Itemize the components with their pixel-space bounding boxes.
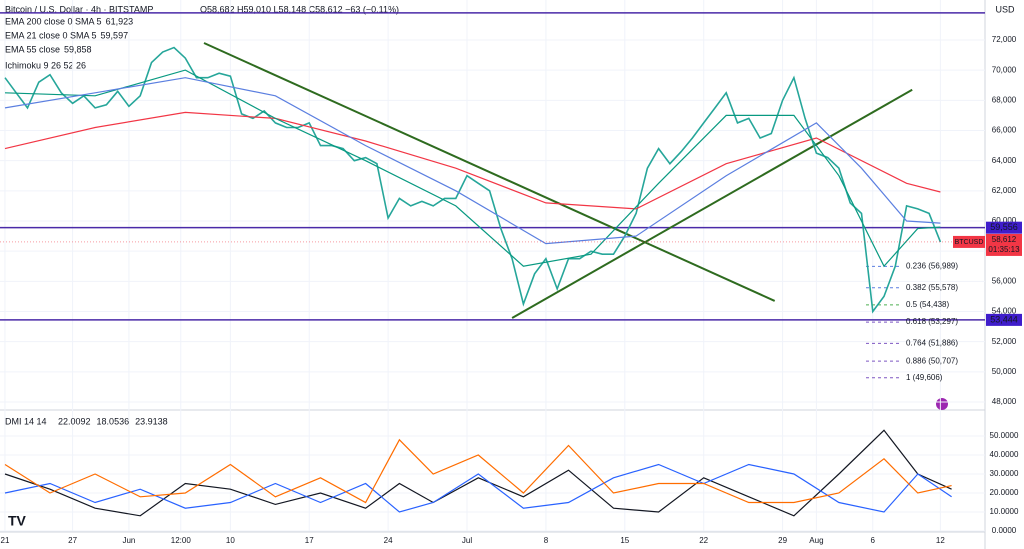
y-tick-label: 0.0000 [992, 526, 1017, 535]
level-label: 59,556 [990, 222, 1018, 232]
series-line [4, 463, 952, 513]
legend-value: 23.9138 [135, 416, 168, 426]
logo: TV [8, 513, 27, 529]
x-tick-label: 12 [936, 536, 945, 545]
y-tick-label: 50,000 [992, 367, 1017, 376]
y-tick-label: 62,000 [992, 186, 1017, 195]
legend-value: 59,858 [64, 44, 92, 54]
y-tick-label: 20.0000 [990, 488, 1019, 497]
ohlc: O58,682 H59,010 L58,148 C58,612 −63 (−0.… [200, 4, 399, 14]
x-tick-label: 17 [305, 536, 314, 545]
y-tick-label: 54,000 [992, 307, 1017, 316]
legend-value: 59,597 [101, 30, 129, 40]
countdown: 01:35:13 [988, 245, 1020, 254]
y-tick-label: 68,000 [992, 95, 1017, 104]
price-tag [986, 233, 1022, 256]
y-tick-label: 70,000 [992, 65, 1017, 74]
x-tick-label: 10 [226, 536, 235, 545]
fib-label: 1 (49,606) [906, 373, 943, 382]
symbol: BTCUSD [955, 239, 984, 246]
y-tick-label: 52,000 [992, 337, 1017, 346]
x-tick-label: 24 [384, 536, 393, 545]
level-tag [986, 221, 1022, 234]
x-tick-label: Aug [809, 536, 823, 545]
fib-label: 0.236 (56,989) [906, 262, 958, 271]
x-tick-label: 29 [778, 536, 787, 545]
fib-label: 0.618 (53,297) [906, 317, 958, 326]
y-tick-label: 48,000 [992, 397, 1017, 406]
x-tick-label: 22 [699, 536, 708, 545]
series-line [4, 111, 941, 210]
y-tick-label: 66,000 [992, 126, 1017, 135]
fib-label: 0.5 (54,438) [906, 300, 949, 309]
legend-value: 61,923 [106, 16, 134, 26]
x-tick-label: Jun [122, 536, 135, 545]
x-tick-label: 15 [620, 536, 629, 545]
level-tag [986, 313, 1022, 326]
trendline [511, 88, 913, 319]
y-tick-label: 64,000 [992, 156, 1017, 165]
level-label: 53,444 [990, 314, 1018, 324]
y-tick-label: 60,000 [992, 216, 1017, 225]
chart-title: Bitcoin / U.S. Dollar · 4h · BITSTAMP [5, 4, 153, 14]
x-tick-label: 12:00 [171, 536, 192, 545]
last-price: 58,612 [992, 235, 1017, 244]
currency: USD [995, 4, 1015, 14]
x-tick-label: Jul [462, 536, 472, 545]
symbol-tag [953, 235, 985, 248]
y-tick-label: 72,000 [992, 35, 1017, 44]
fib-label: 0.886 (50,707) [906, 356, 958, 365]
y-tick-label: 56,000 [992, 276, 1017, 285]
trendline [203, 42, 776, 302]
ichimoku-label: Ichimoku 9 26 52 26 [5, 60, 86, 70]
x-tick-label: 6 [871, 536, 876, 545]
y-tick-label: 30.0000 [990, 469, 1019, 478]
y-tick-label: 50.0000 [990, 431, 1019, 440]
x-tick-label: 8 [544, 536, 549, 545]
event-icon[interactable] [936, 398, 948, 410]
legend-value: 22.0092 [58, 416, 91, 426]
legend-name: EMA 200 close 0 SMA 5 [5, 16, 102, 26]
legend-value: 18.0536 [97, 416, 130, 426]
legend-name: EMA 21 close 0 SMA 5 [5, 30, 97, 40]
x-tick-label: 21 [1, 536, 10, 545]
legend-name: EMA 55 close [5, 44, 60, 54]
series-line [4, 438, 952, 504]
series-line [4, 46, 942, 314]
x-tick-label: 27 [68, 536, 77, 545]
series-line [4, 77, 941, 245]
y-tick-label: 40.0000 [990, 450, 1019, 459]
dmi-title: DMI 14 14 [5, 416, 47, 426]
fib-label: 0.764 (51,886) [906, 338, 958, 347]
series-line [4, 69, 941, 268]
y-tick-label: 10.0000 [990, 507, 1019, 516]
axis: 0.0000 10.0000 20.0000 30.0000 40.0000 50.000… [990, 431, 1019, 535]
fib-label: 0.382 (55,578) [906, 283, 958, 292]
